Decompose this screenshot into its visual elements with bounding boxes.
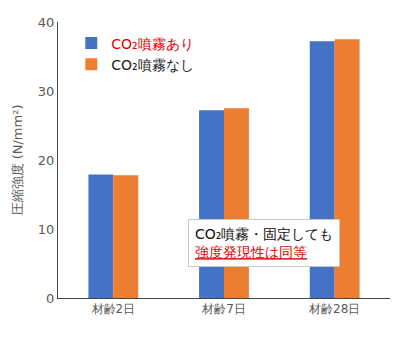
svg-text:30: 30: [38, 84, 55, 99]
svg-text:20: 20: [38, 153, 55, 168]
svg-text:材齢2日: 材齢2日: [91, 302, 136, 316]
svg-text:0: 0: [46, 291, 54, 306]
svg-text:材齢28日: 材齢28日: [308, 302, 360, 316]
svg-text:圧縮強度 (N/mm²): 圧縮強度 (N/mm²): [10, 105, 25, 216]
svg-text:10: 10: [38, 222, 55, 237]
svg-text:材齢7日: 材齢7日: [201, 302, 246, 316]
svg-text:CO₂噴霧あり: CO₂噴霧あり: [111, 36, 193, 52]
svg-text:40: 40: [38, 15, 55, 30]
svg-text:CO₂噴霧なし: CO₂噴霧なし: [111, 57, 193, 73]
svg-text:CO₂噴霧・固定しても強度発現性は同等: CO₂噴霧・固定しても強度発現性は同等: [195, 226, 333, 260]
